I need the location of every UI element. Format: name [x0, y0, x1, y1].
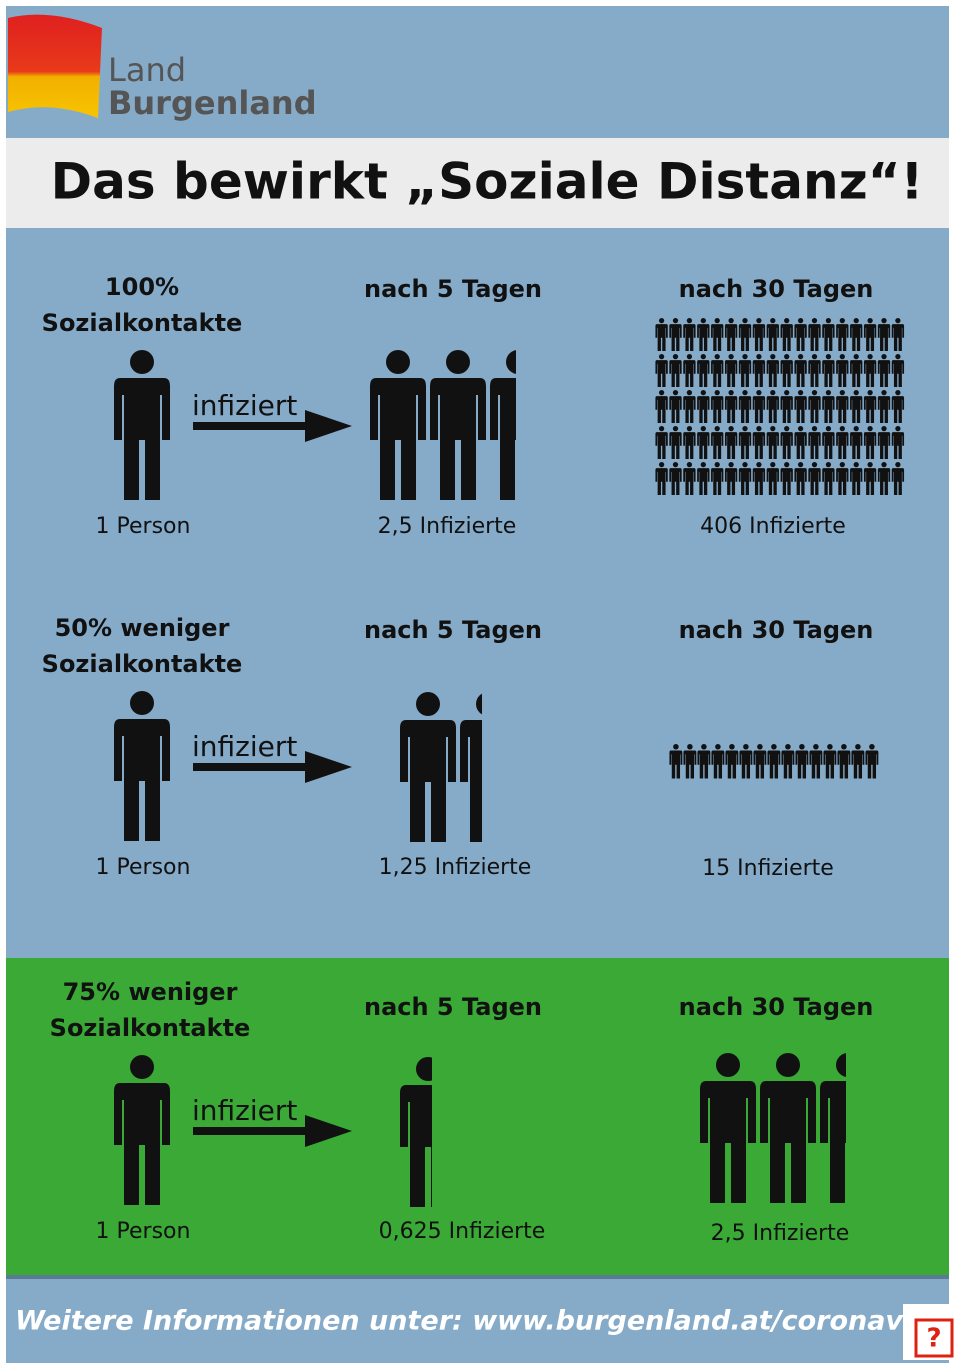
arrow — [193, 1115, 352, 1147]
title: Das bewirkt „Soziale Distanz“! — [51, 153, 924, 211]
col2-result: 2,5 Infizierte — [378, 514, 517, 539]
col3-heading: nach 30 Tagen — [679, 275, 874, 303]
col2-heading: nach 5 Tagen — [364, 275, 542, 303]
col2-heading: nach 5 Tagen — [364, 616, 542, 644]
scenario-line: Sozialkontakte — [42, 650, 243, 678]
col3-heading: nach 30 Tagen — [679, 993, 874, 1021]
col3-result: 406 Infizierte — [700, 514, 846, 539]
arrow — [193, 751, 352, 783]
scenario-line: 50% weniger — [55, 614, 230, 642]
help-frame[interactable] — [914, 1318, 954, 1358]
footer: Weitere Informationen unter: www.burgenl… — [15, 1306, 955, 1337]
start-label: 1 Person — [96, 1219, 191, 1244]
logo-line1: Land — [108, 51, 186, 89]
help-box[interactable] — [903, 1304, 953, 1360]
logo-line2: Burgenland — [108, 84, 317, 122]
col2-result: 1,25 Infizierte — [379, 855, 532, 880]
col3-result: 2,5 Infizierte — [711, 1221, 850, 1246]
start-label: 1 Person — [96, 855, 191, 880]
scenario-line: 100% — [105, 273, 179, 301]
scenario-line: 75% weniger — [63, 978, 238, 1006]
divider — [6, 1275, 949, 1279]
arrow-label: infiziert — [192, 389, 297, 422]
title-band — [6, 138, 949, 228]
scenario-line: Sozialkontakte — [42, 309, 243, 337]
col2-result: 0,625 Infizierte — [379, 1219, 546, 1244]
flag — [8, 14, 102, 119]
col2-heading: nach 5 Tagen — [364, 993, 542, 1021]
col3-heading: nach 30 Tagen — [679, 616, 874, 644]
arrow-label: infiziert — [192, 1094, 297, 1127]
rows: 100% Sozialkontakte nach 5 Tagen nach 30 Ta… — [42, 273, 905, 1246]
arrow-label: infiziert — [192, 730, 297, 763]
col3-result: 15 Infizierte — [702, 856, 834, 881]
start-label: 1 Person — [96, 514, 191, 539]
scenario-line: Sozialkontakte — [50, 1014, 251, 1042]
arrow — [193, 410, 352, 442]
help-icon[interactable]: ? — [926, 1324, 941, 1354]
